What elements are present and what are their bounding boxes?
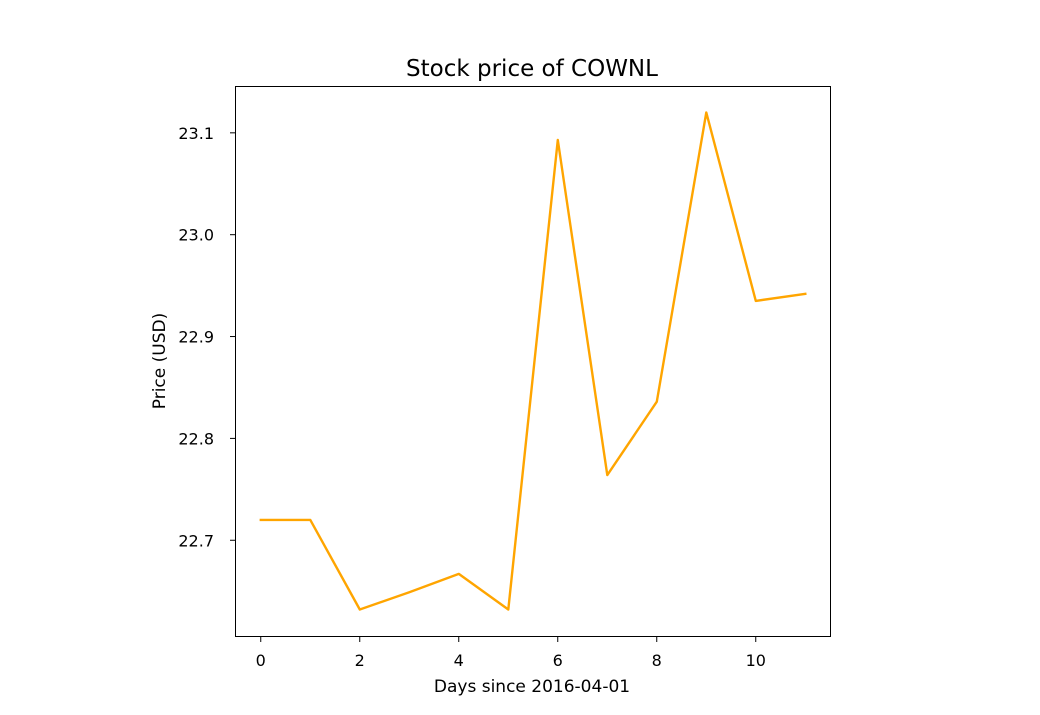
y-tick-label: 22.7 [178, 531, 214, 550]
x-tick-label: 0 [256, 651, 266, 670]
x-axis-ticks: 0 2 4 6 8 10 [256, 636, 766, 670]
x-tick-label: 2 [355, 651, 365, 670]
x-tick-label: 8 [652, 651, 662, 670]
x-axis-label: Days since 2016-04-01 [434, 677, 630, 697]
chart-title: Stock price of COWNL [406, 56, 658, 82]
x-tick-label: 10 [746, 651, 766, 670]
plot-area-frame [235, 86, 831, 637]
x-tick-label: 4 [454, 651, 464, 670]
x-tick-label: 6 [553, 651, 563, 670]
series-line [259, 111, 807, 611]
y-tick-label: 22.9 [178, 328, 214, 347]
y-tick-label: 23.1 [178, 124, 214, 143]
y-axis-ticks: 22.7 22.8 22.9 23.0 23.1 [178, 124, 236, 550]
y-tick-label: 22.8 [178, 429, 214, 448]
series-layer [259, 111, 807, 611]
y-tick-label: 23.0 [178, 226, 214, 245]
y-axis-label: Price (USD) [150, 313, 170, 409]
